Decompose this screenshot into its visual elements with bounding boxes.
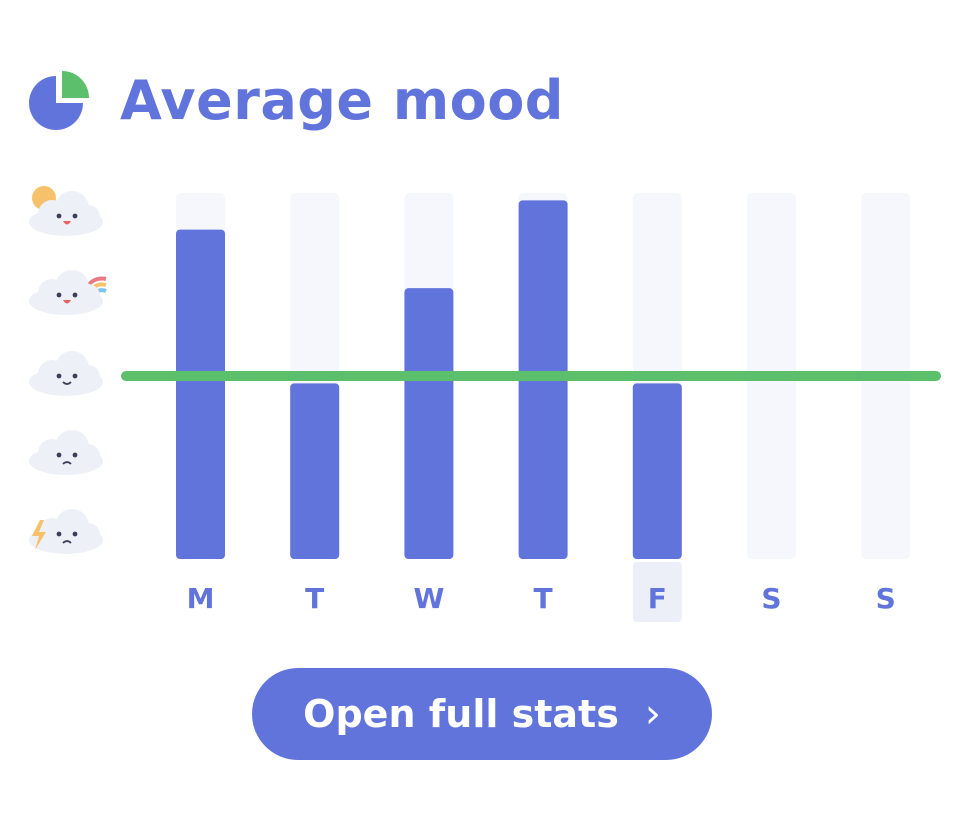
- chevron-right-icon: ›: [644, 691, 661, 737]
- pie-chart-icon: [29, 71, 89, 130]
- day-label: T: [534, 582, 553, 615]
- stormy-cloud-icon: [29, 509, 103, 554]
- day-label: S: [761, 582, 781, 615]
- page-title: Average mood: [120, 68, 564, 132]
- current-day-highlight: [632, 562, 682, 622]
- sad-cloud-icon: [29, 430, 103, 475]
- day-label: W: [413, 582, 444, 615]
- day-label: M: [187, 582, 215, 615]
- mood-bar[interactable]: [632, 383, 682, 559]
- day-label: S: [876, 582, 896, 615]
- header: Average mood: [28, 60, 564, 140]
- day-label: T: [305, 582, 324, 615]
- rainbow-happy-cloud-icon: [29, 270, 107, 315]
- mood-bar[interactable]: [290, 383, 340, 559]
- day-label: F: [648, 582, 667, 615]
- mood-bar[interactable]: [404, 288, 454, 559]
- sunny-happy-cloud-icon: [29, 186, 103, 236]
- open-full-stats-button[interactable]: Open full stats ›: [252, 668, 712, 760]
- neutral-cloud-icon: [29, 351, 103, 396]
- mood-bar[interactable]: [176, 229, 225, 559]
- open-full-stats-label: Open full stats: [303, 692, 619, 736]
